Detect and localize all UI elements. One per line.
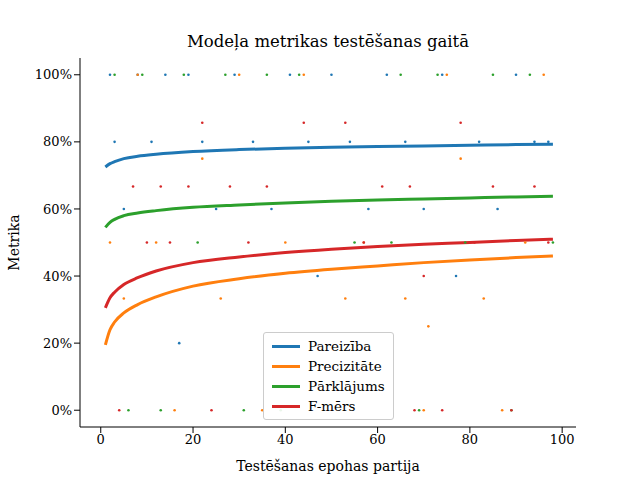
html-text:Pārklājums: Pārklājums (308, 378, 385, 394)
svg-text:0%: 0% (51, 403, 72, 418)
svg-text:100: 100 (550, 432, 575, 447)
html-text:Pareizība: Pareizība (308, 338, 372, 354)
svg-text:Testēšanas epohas partija: Testēšanas epohas partija (236, 458, 420, 474)
html-text:Modeļa metrikas testēšanas gai: Modeļa metrikas testēšanas gaitā (186, 32, 470, 51)
svg-text:0: 0 (97, 432, 105, 447)
svg-text:40%: 40% (43, 269, 72, 284)
html-text:F-mērs: F-mērs (308, 398, 356, 414)
svg-text:80: 80 (462, 432, 479, 447)
svg-text:60%: 60% (43, 202, 72, 217)
svg-text:80%: 80% (43, 134, 72, 149)
svg-text:Metrika: Metrika (8, 214, 22, 270)
svg-text:20: 20 (185, 432, 202, 447)
svg-text:100%: 100% (35, 67, 72, 82)
svg-text:20%: 20% (43, 336, 72, 351)
svg-text:60: 60 (369, 432, 386, 447)
svg-text:40: 40 (277, 432, 294, 447)
html-text:Precizitāte: Precizitāte (308, 358, 382, 374)
